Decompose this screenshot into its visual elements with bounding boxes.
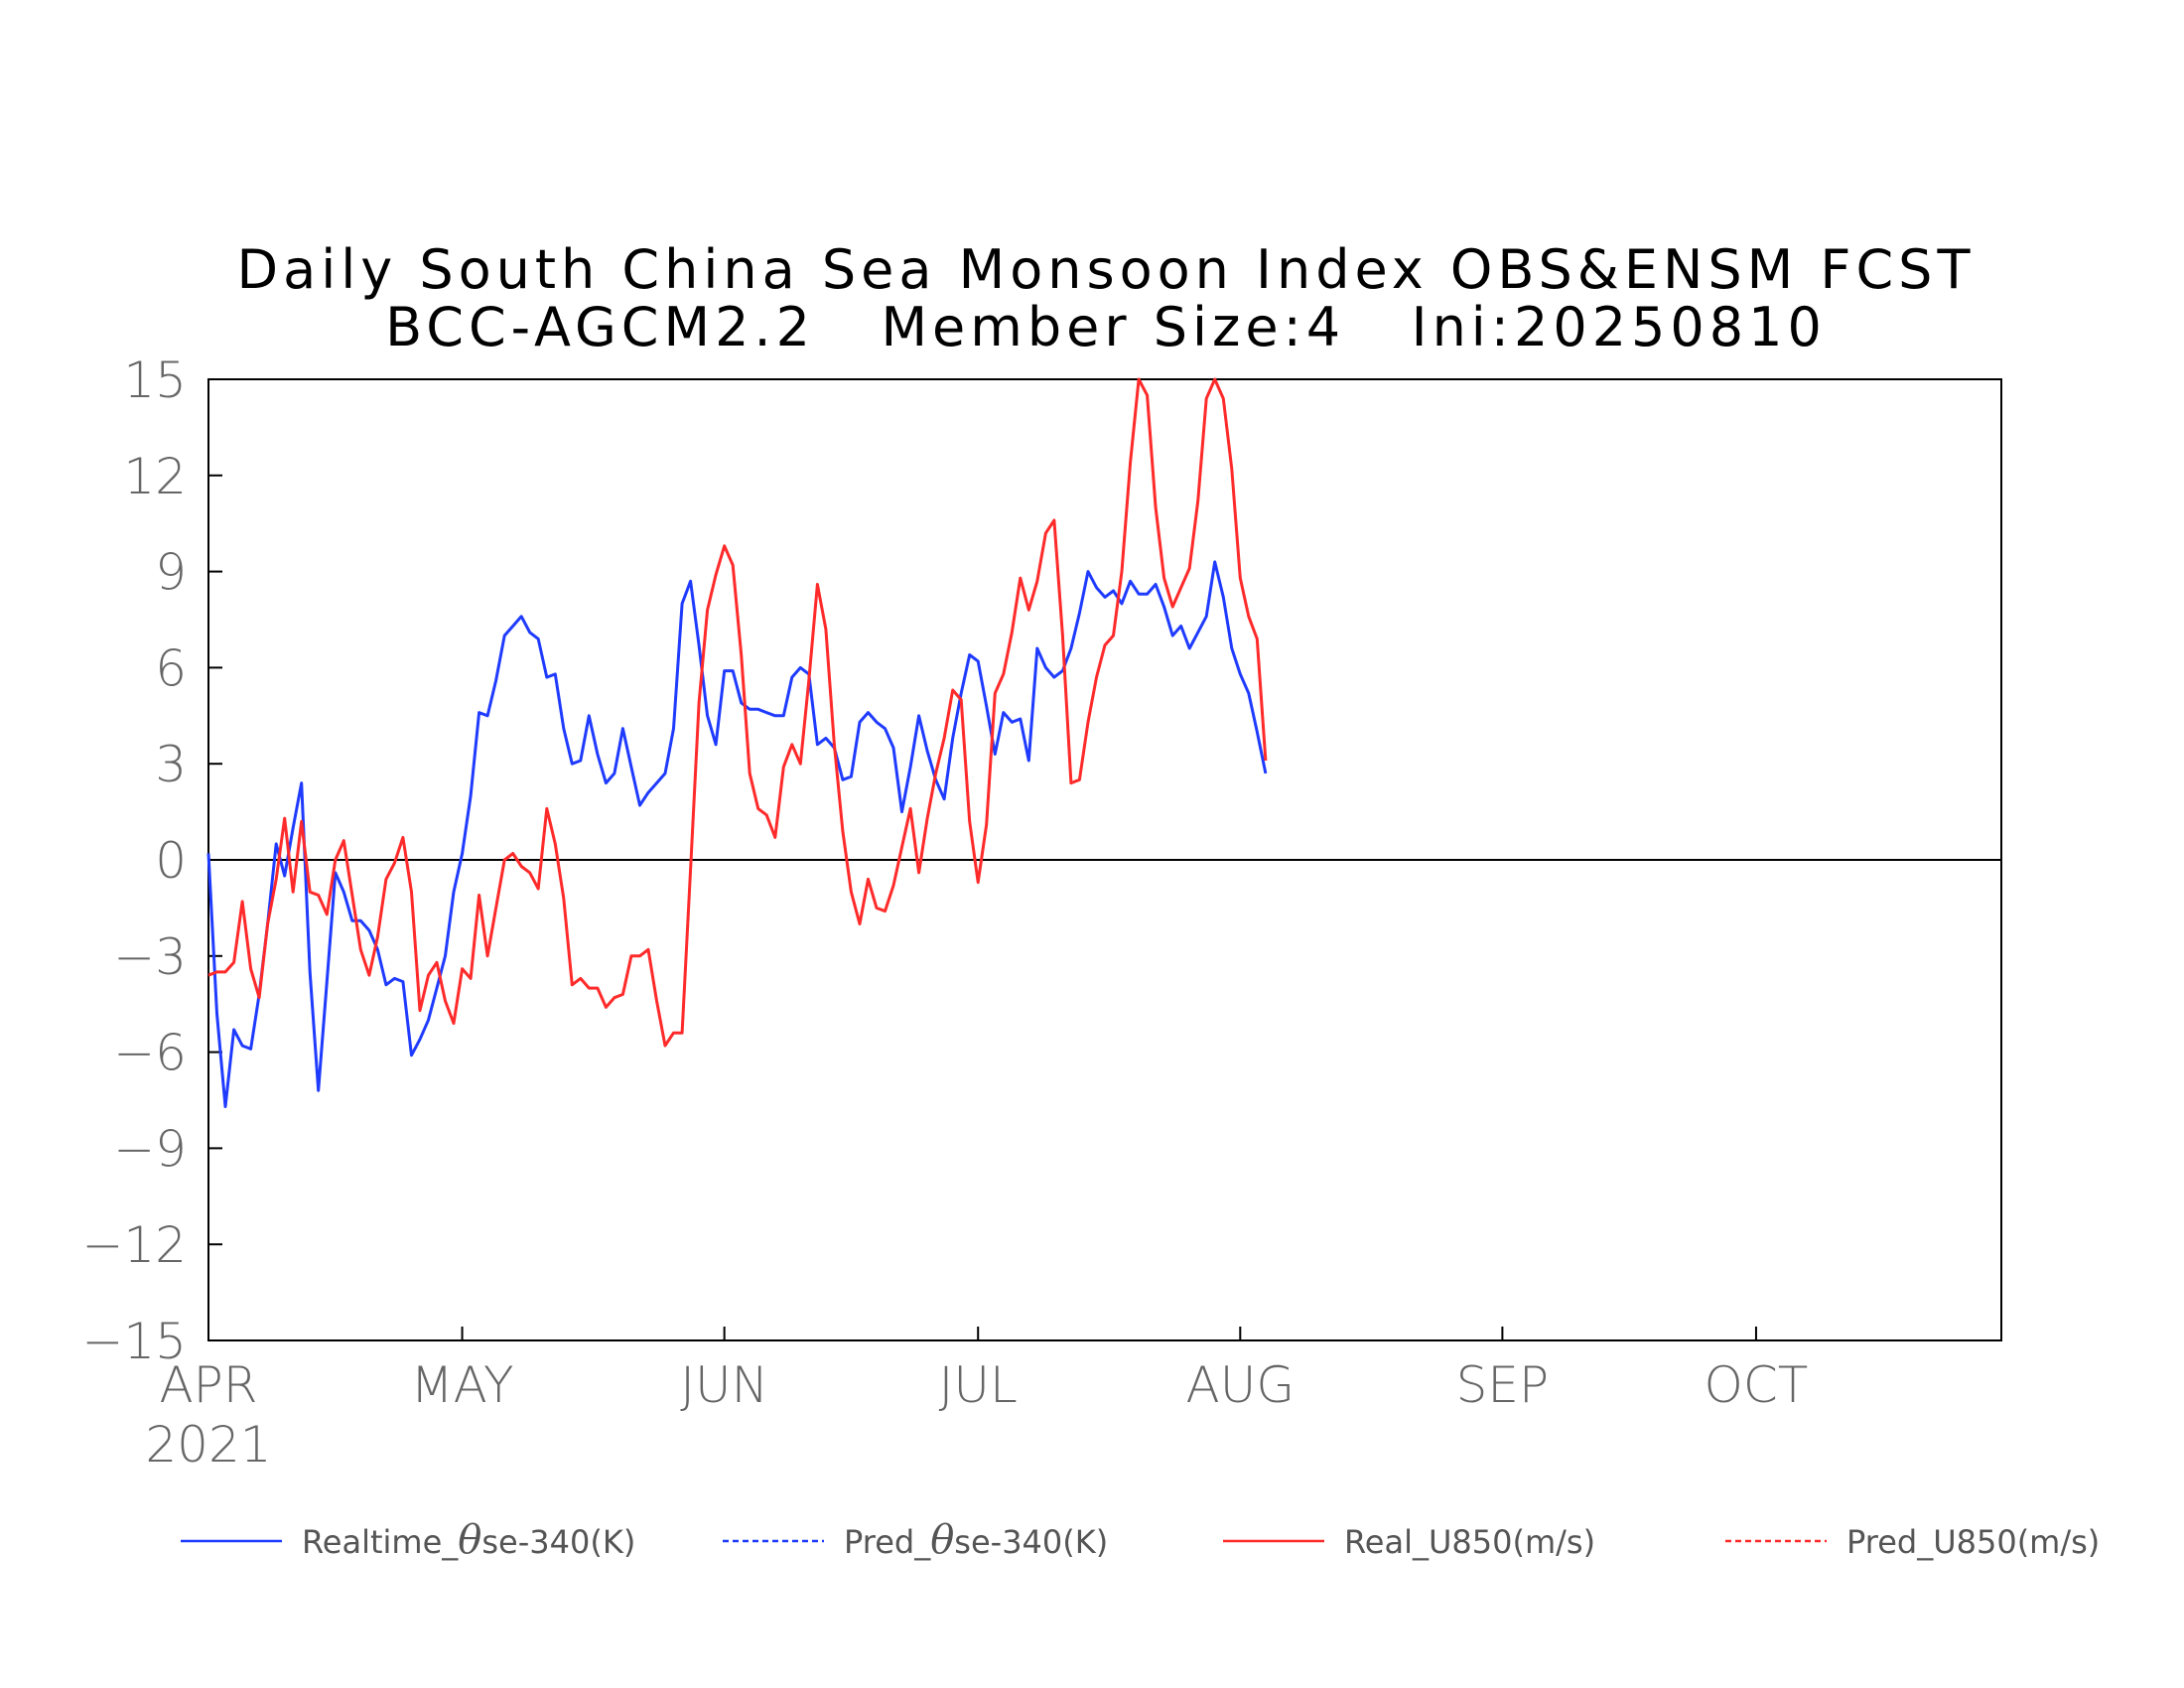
y-tick-label: 9 xyxy=(155,544,187,602)
legend-label-0: Realtime_θse-340(K) xyxy=(302,1517,635,1563)
y-tick-label: 6 xyxy=(155,639,187,697)
chart-title: Daily South China Sea Monsoon Index OBS&… xyxy=(237,238,1976,301)
x-axis: APR MAY JUN JUL AUG SEP OCT 2021 xyxy=(145,1327,1808,1474)
y-tick-label: −12 xyxy=(81,1216,187,1274)
x-tick-label: JUL xyxy=(939,1356,1018,1414)
legend-label-2: Real_U850(m/s) xyxy=(1344,1523,1595,1561)
legend-label-1: Pred_θse-340(K) xyxy=(844,1517,1108,1563)
y-tick-label: −6 xyxy=(113,1025,187,1082)
x-tick-label: OCT xyxy=(1705,1356,1809,1414)
y-tick-label: −9 xyxy=(113,1120,187,1178)
x-tick-label: AUG xyxy=(1186,1356,1296,1414)
x-tick-label: MAY xyxy=(411,1356,514,1414)
y-tick-label: 0 xyxy=(155,832,187,890)
x-tick-label: SEP xyxy=(1456,1356,1549,1414)
y-tick-label: −3 xyxy=(113,928,187,986)
x-tick-label: JUN xyxy=(680,1356,768,1414)
y-axis: 15 12 9 6 3 0 −3 −6 −9 −12 −15 xyxy=(81,352,222,1370)
y-tick-label: 3 xyxy=(155,736,187,793)
y-tick-label: 12 xyxy=(123,448,187,505)
y-tick-label: −15 xyxy=(81,1313,187,1370)
legend: Realtime_θse-340(K) Pred_θse-340(K) Real_U… xyxy=(181,1517,2100,1563)
legend-label-3: Pred_U850(m/s) xyxy=(1846,1523,2100,1561)
series-line-0 xyxy=(206,560,1268,1108)
y-tick-label: 15 xyxy=(123,352,187,409)
x-tick-label: APR xyxy=(159,1356,257,1414)
series-layer xyxy=(206,377,1268,1108)
x-tick-year-label: 2021 xyxy=(145,1416,271,1474)
series-line-2 xyxy=(207,377,1268,1048)
chart-subtitle: BCC-AGCM2.2 Member Size:4 Ini:20250810 xyxy=(385,296,1827,358)
